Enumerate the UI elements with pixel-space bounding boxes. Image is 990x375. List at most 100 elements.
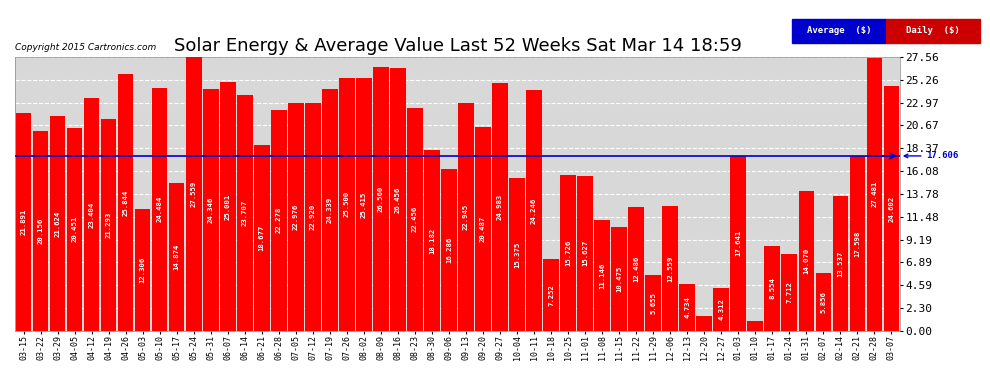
Bar [714, 288, 729, 331]
Bar [849, 156, 865, 331]
Text: 24.346: 24.346 [208, 197, 214, 223]
Text: 27.481: 27.481 [871, 181, 877, 207]
Bar [594, 220, 610, 331]
Bar [458, 103, 474, 331]
Bar [792, 19, 886, 43]
Text: 12.559: 12.559 [667, 255, 673, 282]
Text: Daily  ($): Daily ($) [906, 26, 960, 36]
Bar [271, 110, 287, 331]
Bar [50, 116, 65, 331]
Bar [509, 178, 525, 331]
Text: 24.246: 24.246 [531, 197, 537, 223]
Text: 8.554: 8.554 [769, 278, 775, 299]
Bar [662, 206, 678, 331]
Text: 15.726: 15.726 [565, 240, 571, 266]
Text: 25.415: 25.415 [361, 192, 367, 218]
Bar [764, 246, 780, 331]
Text: 26.456: 26.456 [395, 186, 401, 213]
Text: 12.486: 12.486 [634, 256, 640, 282]
Bar [237, 95, 252, 331]
Text: 7.252: 7.252 [548, 284, 554, 306]
Bar [253, 145, 269, 331]
Text: 13.537: 13.537 [838, 251, 843, 277]
Text: 15.627: 15.627 [582, 240, 588, 266]
Bar [288, 103, 304, 331]
Bar [322, 89, 338, 331]
Text: 14.070: 14.070 [803, 248, 810, 274]
Bar [373, 67, 389, 331]
Text: 20.451: 20.451 [71, 216, 77, 242]
Bar [886, 19, 980, 43]
Text: 26.560: 26.560 [378, 186, 384, 212]
Text: 23.707: 23.707 [242, 200, 248, 226]
Bar [135, 209, 150, 331]
Bar [544, 259, 559, 331]
Text: 25.844: 25.844 [123, 189, 129, 216]
Text: 24.339: 24.339 [327, 197, 333, 223]
Bar [16, 113, 32, 331]
Bar [884, 87, 899, 331]
Bar [475, 128, 491, 331]
Text: Copyright 2015 Cartronics.com: Copyright 2015 Cartronics.com [15, 43, 156, 52]
Bar [577, 176, 593, 331]
Text: 16.286: 16.286 [446, 237, 452, 263]
Bar [527, 90, 542, 331]
Text: 4.734: 4.734 [684, 296, 690, 318]
Text: 22.278: 22.278 [276, 207, 282, 233]
Bar [816, 273, 832, 331]
Text: 14.874: 14.874 [173, 244, 179, 270]
Bar [645, 274, 661, 331]
Bar [101, 119, 117, 331]
Bar [33, 130, 49, 331]
Text: 21.293: 21.293 [106, 212, 112, 238]
Bar [407, 108, 423, 331]
Text: 5.655: 5.655 [650, 292, 656, 314]
Text: 25.001: 25.001 [225, 194, 231, 220]
Bar [833, 196, 848, 331]
Text: 11.146: 11.146 [599, 262, 605, 289]
Bar [696, 316, 712, 331]
Text: 21.624: 21.624 [54, 210, 60, 237]
Bar [220, 82, 236, 331]
Text: 17.606: 17.606 [904, 152, 958, 160]
Bar [492, 82, 508, 331]
Bar [799, 191, 814, 331]
Bar [305, 103, 321, 331]
Bar [679, 284, 695, 331]
Bar [356, 78, 371, 331]
Text: 17.641: 17.641 [736, 230, 742, 256]
Bar [203, 89, 219, 331]
Text: 24.983: 24.983 [497, 194, 503, 220]
Text: 20.156: 20.156 [38, 217, 44, 244]
Bar [66, 128, 82, 331]
Bar [629, 207, 644, 331]
Bar [169, 183, 184, 331]
Bar [186, 57, 202, 331]
Text: 7.712: 7.712 [786, 282, 792, 303]
Text: 17.598: 17.598 [854, 230, 860, 256]
Text: 12.306: 12.306 [140, 256, 146, 283]
Text: 18.677: 18.677 [258, 225, 264, 251]
Bar [866, 58, 882, 331]
Text: 4.312: 4.312 [718, 298, 725, 320]
Text: 20.487: 20.487 [480, 216, 486, 242]
Bar [747, 321, 763, 331]
Text: 15.375: 15.375 [514, 242, 520, 268]
Bar [781, 254, 797, 331]
Text: 27.559: 27.559 [191, 181, 197, 207]
Text: 22.456: 22.456 [412, 206, 418, 232]
Text: 22.976: 22.976 [293, 204, 299, 230]
Bar [339, 78, 354, 331]
Text: 21.891: 21.891 [21, 209, 27, 235]
Text: 22.920: 22.920 [310, 204, 316, 230]
Text: 18.182: 18.182 [429, 227, 435, 254]
Bar [84, 98, 99, 331]
Bar [442, 169, 456, 331]
Bar [560, 175, 576, 331]
Bar [424, 150, 440, 331]
Text: 24.602: 24.602 [888, 195, 894, 222]
Bar [731, 156, 746, 331]
Text: 24.484: 24.484 [156, 196, 162, 222]
Bar [390, 68, 406, 331]
Bar [151, 88, 167, 331]
